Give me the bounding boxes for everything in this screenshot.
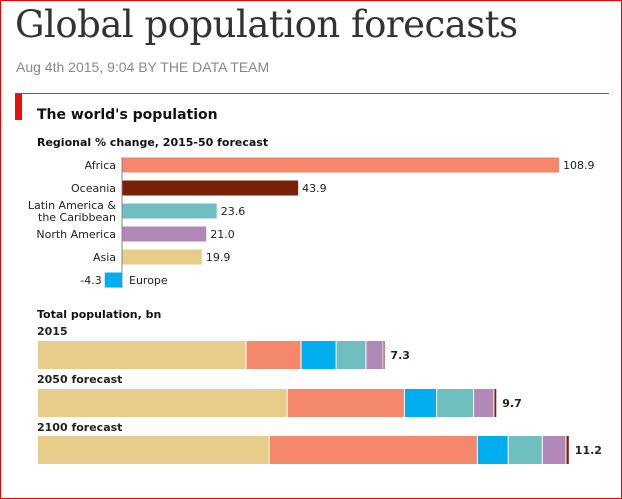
stack-category-label: 2050 forecast (37, 373, 122, 386)
chart1-title: Regional % change, 2015-50 forecast (37, 136, 269, 149)
category-label: Africa (85, 159, 116, 172)
stack-segment-latin-america-the-caribbean (437, 389, 474, 417)
stack-segment-north-america (366, 341, 383, 369)
stack-segment-latin-america-the-caribbean (336, 341, 366, 369)
stack-segment-africa (269, 436, 477, 464)
bar-africa (122, 157, 559, 173)
stack-segment-europe (404, 389, 437, 417)
data-label: 43.9 (302, 182, 327, 195)
article-title: Global population forecasts (15, 3, 518, 46)
category-label: the Caribbean (38, 211, 116, 224)
stack-segment-africa (246, 341, 301, 369)
category-label: Europe (129, 274, 168, 287)
total-label: 7.3 (390, 349, 410, 362)
chart2-title: Total population, bn (37, 308, 162, 321)
category-label: North America (36, 228, 116, 241)
stack-segment-europe (477, 436, 508, 464)
bar-latin-america-the-caribbean (122, 203, 217, 219)
divider (15, 93, 609, 94)
total-label: 9.7 (502, 397, 521, 410)
stack-segment-europe (301, 341, 336, 369)
stack-category-label: 2100 forecast (37, 421, 122, 434)
bar-oceania (122, 180, 299, 196)
stack-segment-oceania (566, 436, 569, 464)
stack-segment-asia (38, 389, 287, 417)
stack-segment-oceania (383, 341, 385, 369)
stack-segment-latin-america-the-caribbean (508, 436, 542, 464)
stack-segment-africa (287, 389, 404, 417)
category-label: Latin America & (28, 199, 117, 212)
data-label: 108.9 (563, 159, 595, 172)
byline: Aug 4th 2015, 9:04 BY THE DATA TEAM (16, 59, 270, 75)
bar-asia (122, 249, 202, 265)
stack-segment-north-america (542, 436, 566, 464)
data-label: 23.6 (221, 205, 246, 218)
stack-segment-oceania (494, 389, 497, 417)
stack-segment-asia (38, 341, 246, 369)
data-label: 21.0 (210, 228, 235, 241)
stack-segment-asia (38, 436, 269, 464)
stack-segment-north-america (474, 389, 494, 417)
category-label: Oceania (71, 182, 116, 195)
category-label: Asia (93, 251, 116, 264)
stack-category-label: 2015 (37, 325, 68, 338)
total-label: 11.2 (575, 444, 602, 457)
data-label: 19.9 (206, 251, 231, 264)
data-label: -4.3 (80, 274, 101, 287)
figure-title: The world's population (37, 107, 218, 123)
bar-north-america (122, 226, 207, 242)
red-tag-mark (15, 94, 22, 120)
bar-europe (104, 272, 122, 288)
